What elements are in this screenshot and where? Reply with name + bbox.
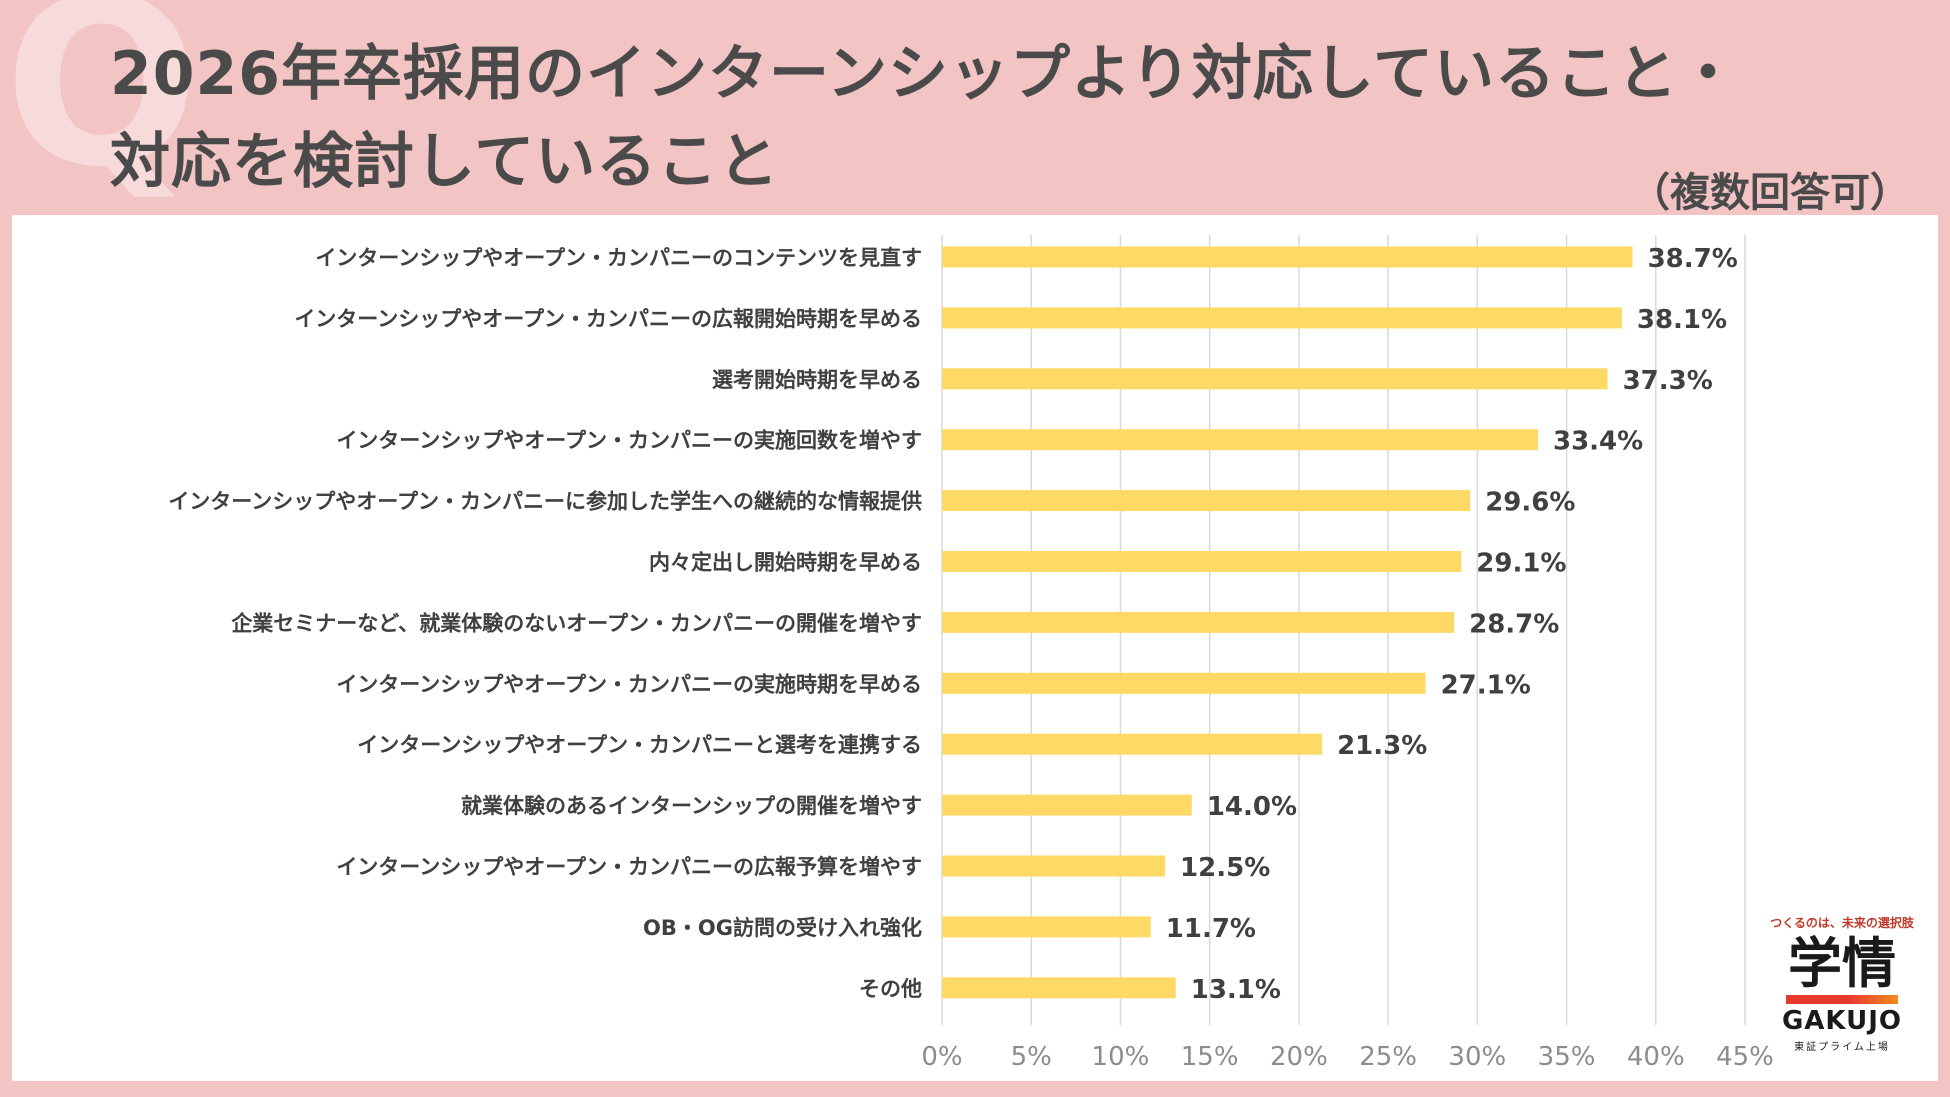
category-label: インターンシップやオープン・カンパニーの広報予算を増やす: [336, 855, 922, 879]
gakujo-logo: つくるのは、未来の選択肢 学情 GAKUJO 東証プライム上場: [1752, 910, 1932, 1070]
logo-kanji: 学情: [1788, 932, 1896, 995]
bar: [942, 977, 1176, 999]
x-tick-label: 30%: [1448, 1042, 1506, 1072]
bar: [942, 551, 1462, 572]
category-label: 就業体験のあるインターンシップの開催を増やす: [461, 794, 922, 818]
x-tick-label: 20%: [1270, 1042, 1328, 1072]
value-label: 28.7%: [1469, 609, 1559, 639]
bar: [942, 733, 1323, 755]
category-label: インターンシップやオープン・カンパニーの実施時期を早める: [336, 672, 922, 696]
category-label: OB・OG訪問の受け入れ強化: [643, 916, 922, 940]
multiple-answer-note: （複数回答可）: [1630, 170, 1910, 216]
q-mark-decoration: Q: [4, 0, 200, 218]
logo-listing-note: 東証プライム上場: [1794, 1042, 1890, 1053]
page-title: 2026年卒採用のインターンシップより対応していること・ 対応を検討していること: [110, 30, 1739, 206]
value-label: 21.3%: [1337, 731, 1427, 761]
chart-panel: 0% 5% 10% 15% 20% 25% 30% 35% 40% 45% インターンシップやオープ…: [12, 215, 1938, 1081]
x-tick-label: 10%: [1092, 1042, 1150, 1072]
category-label: インターンシップやオープン・カンパニーに参加した学生への継続的な情報提供: [168, 490, 922, 514]
category-label: インターンシップやオープン・カンパニーのコンテンツを見直す: [315, 246, 922, 270]
category-label: インターンシップやオープン・カンパニーの広報開始時期を早める: [294, 307, 922, 331]
value-label: 12.5%: [1180, 853, 1270, 883]
x-tick-label: 45%: [1716, 1042, 1774, 1072]
title-line-2: 対応を検討していること: [110, 127, 780, 197]
bar: [942, 490, 1471, 512]
value-label: 11.7%: [1166, 914, 1256, 944]
x-tick-label: 15%: [1181, 1042, 1239, 1072]
bar: [942, 916, 1151, 938]
category-label: その他: [859, 977, 922, 1001]
logo-english: GAKUJO: [1781, 1006, 1903, 1036]
bar: [942, 246, 1633, 268]
category-label: インターンシップやオープン・カンパニーと選考を連携する: [357, 733, 922, 757]
category-label: 企業セミナーなど、就業体験のないオープン・カンパニーの開催を増やす: [230, 611, 922, 635]
title-line-1: 2026年卒採用のインターンシップより対応していること・: [110, 39, 1739, 109]
bar: [942, 855, 1166, 877]
value-label: 38.7%: [1648, 244, 1738, 274]
bar: [942, 307, 1622, 329]
value-label: 14.0%: [1207, 792, 1297, 822]
bar: [942, 794, 1192, 816]
bar: [942, 672, 1426, 694]
category-label: 選考開始時期を早める: [712, 368, 922, 392]
value-label: 13.1%: [1191, 975, 1281, 1005]
x-tick-label: 5%: [1011, 1042, 1052, 1072]
value-label: 29.1%: [1476, 549, 1566, 579]
category-label: 内々定出し開始時期を早める: [649, 551, 922, 575]
x-tick-label: 35%: [1538, 1042, 1596, 1072]
x-tick-label: 0%: [921, 1042, 962, 1072]
logo-tagline: つくるのは、未来の選択肢: [1770, 916, 1914, 930]
bar: [942, 429, 1539, 451]
logo-color-bar: [1786, 995, 1898, 1004]
bar: [942, 611, 1455, 633]
value-label: 33.4%: [1553, 427, 1643, 457]
value-label: 27.1%: [1441, 670, 1531, 700]
x-tick-label: 40%: [1627, 1042, 1685, 1072]
value-label: 37.3%: [1623, 366, 1713, 396]
category-label: インターンシップやオープン・カンパニーの実施回数を増やす: [336, 429, 922, 453]
bar-chart: 0% 5% 10% 15% 20% 25% 30% 35% 40% 45% インターンシップやオープ…: [168, 235, 1774, 1072]
value-label: 38.1%: [1637, 305, 1727, 335]
bar: [942, 368, 1608, 390]
x-tick-label: 25%: [1359, 1042, 1417, 1072]
value-label: 29.6%: [1485, 488, 1575, 518]
